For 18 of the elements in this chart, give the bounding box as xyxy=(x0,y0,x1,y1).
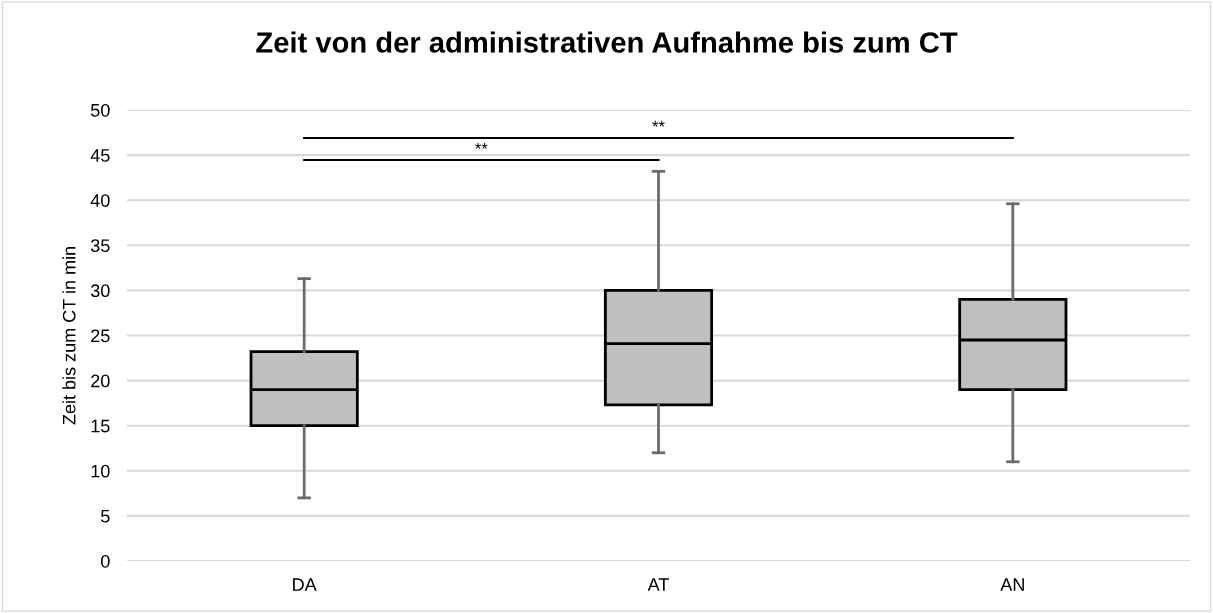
y-tick-label: 40 xyxy=(90,194,110,207)
y-tick-label: 20 xyxy=(91,374,110,388)
annotation: ** xyxy=(652,120,665,127)
chart-title: Zeit von der administrativen Aufnahme bis zum CT xyxy=(256,31,958,53)
x-tick-label: AT xyxy=(647,578,669,591)
y-tick-label: 10 xyxy=(91,464,110,478)
x-tick-label: AN xyxy=(1000,578,1024,591)
y-tick-label: 50 xyxy=(90,103,110,117)
y-tick-label: 5 xyxy=(101,510,110,523)
y-tick-label: 30 xyxy=(90,284,110,298)
y-tick-label: 15 xyxy=(91,419,110,433)
y-axis-title: Zeit bis zum CT in min xyxy=(62,247,76,425)
y-tick-label: 35 xyxy=(90,239,110,253)
x-tick-label: DA xyxy=(293,578,317,591)
y-tick-label: 45 xyxy=(90,149,110,162)
annotation: ** xyxy=(475,142,488,149)
y-tick-label: 0 xyxy=(101,554,110,568)
y-tick-label: 25 xyxy=(91,329,110,343)
